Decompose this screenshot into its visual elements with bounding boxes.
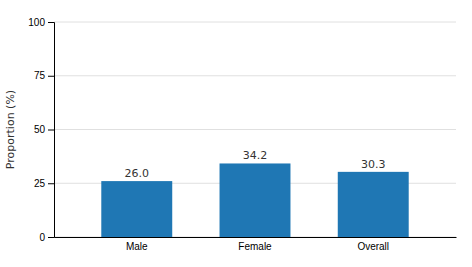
bar	[101, 181, 172, 237]
tick: 0	[39, 232, 54, 243]
tick-label: Overall	[357, 241, 389, 252]
bar	[220, 163, 291, 237]
axis-line	[55, 237, 457, 238]
grid-line	[54, 129, 456, 130]
tick: Female	[238, 241, 272, 252]
tick: 50	[34, 124, 54, 135]
grid-line	[54, 75, 456, 76]
tick-mark	[48, 130, 54, 131]
data-label: 26.0	[125, 167, 150, 180]
x-axis: Male Female Overall	[55, 238, 457, 253]
grid	[54, 22, 456, 237]
tick-label: Male	[126, 241, 148, 252]
tick: Male	[126, 241, 148, 252]
plot: 0 25 50 75 100 Male Female Overall 26.0 34.2 30.3	[28, 17, 456, 252]
tick-label: 25	[34, 178, 46, 189]
tick: Overall	[357, 241, 389, 252]
tick-label: 75	[34, 70, 46, 81]
grid-line	[54, 22, 456, 23]
data-label: 30.3	[361, 158, 386, 171]
tick-mark	[48, 237, 54, 238]
tick: 25	[34, 178, 54, 189]
tick-label: 0	[39, 232, 45, 243]
tick-label: 50	[34, 124, 46, 135]
tick: 100	[28, 17, 54, 28]
data-label: 34.2	[243, 149, 268, 162]
tick-mark	[48, 22, 54, 23]
tick-mark	[48, 76, 54, 77]
bars	[101, 163, 408, 237]
bar	[338, 172, 409, 237]
tick: 75	[34, 70, 54, 81]
tick-label: Female	[238, 241, 272, 252]
chart: 0 25 50 75 100 Male Female Overall 26.0 34.2 30.3 P…	[0, 0, 472, 267]
tick-mark	[48, 183, 54, 184]
tick-label: 100	[28, 17, 45, 28]
data-labels: 26.0 34.2 30.3	[125, 149, 386, 180]
axis-line	[48, 23, 55, 238]
axis-title: Proportion (%)	[4, 90, 17, 169]
y-axis: 0 25 50 75 100	[28, 17, 54, 243]
